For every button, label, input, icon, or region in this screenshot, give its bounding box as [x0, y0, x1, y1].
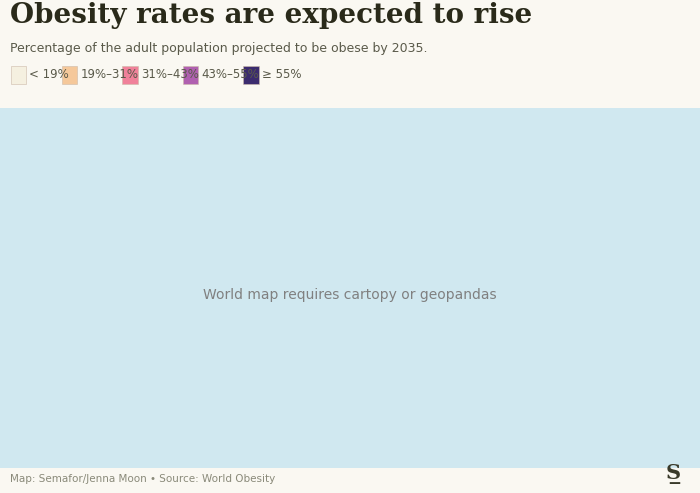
Text: Percentage of the adult population projected to be obese by 2035.: Percentage of the adult population proje…: [10, 42, 428, 55]
Text: S̲: S̲: [665, 464, 680, 484]
Text: 19%–31%: 19%–31%: [80, 69, 139, 81]
Text: Obesity rates are expected to rise: Obesity rates are expected to rise: [10, 2, 533, 30]
Text: 31%–43%: 31%–43%: [141, 69, 199, 81]
Text: Map: Semafor/Jenna Moon • Source: World Obesity: Map: Semafor/Jenna Moon • Source: World …: [10, 474, 276, 484]
Text: < 19%: < 19%: [29, 69, 69, 81]
Text: ≥ 55%: ≥ 55%: [262, 69, 302, 81]
Text: 43%–55%: 43%–55%: [202, 69, 260, 81]
Text: World map requires cartopy or geopandas: World map requires cartopy or geopandas: [203, 287, 497, 302]
